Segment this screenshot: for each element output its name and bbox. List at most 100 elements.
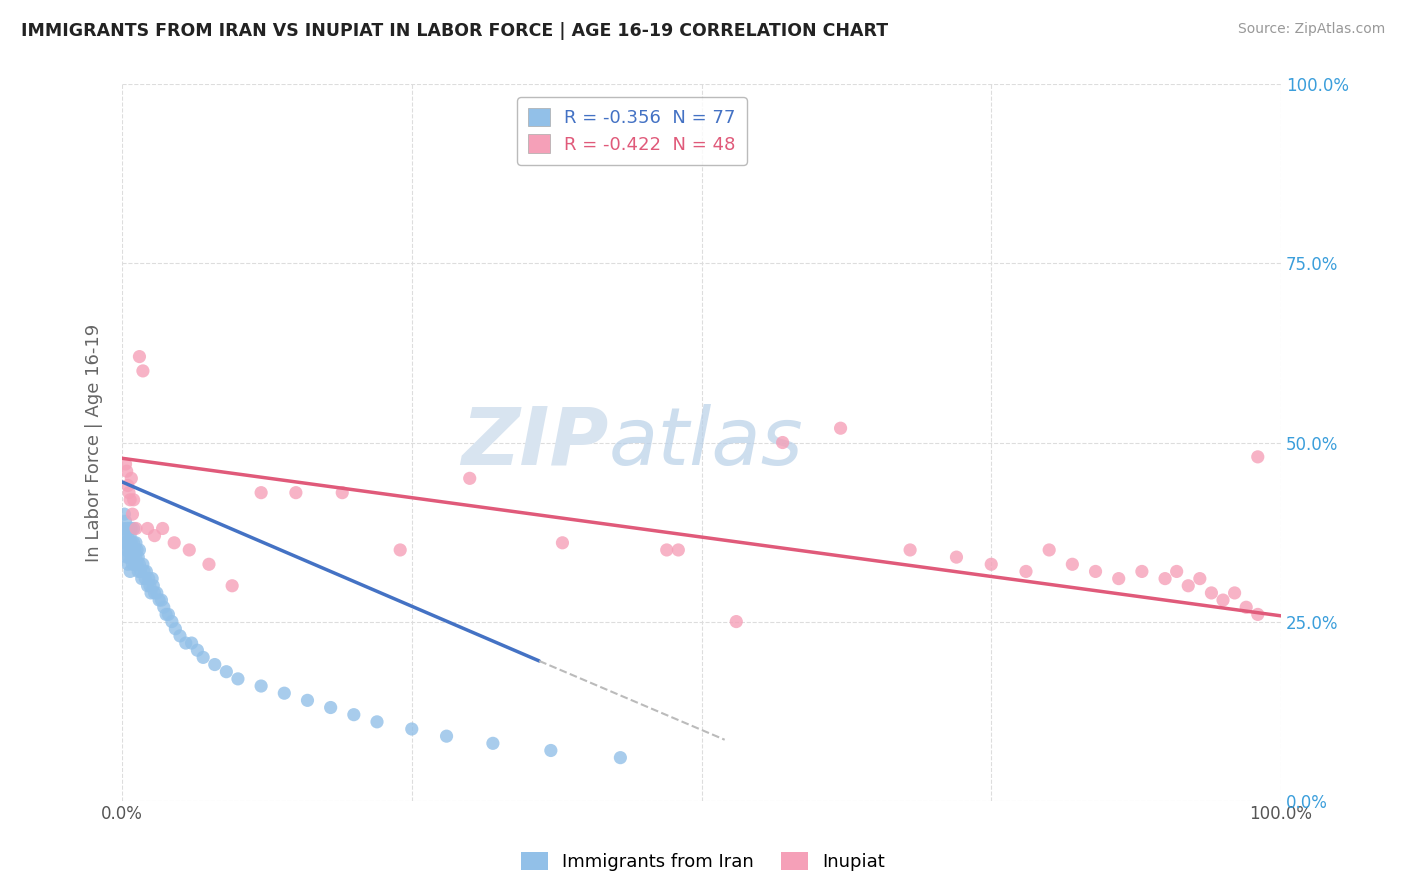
Point — [186, 643, 208, 657]
Point — [330, 485, 353, 500]
Point — [120, 528, 142, 542]
Point — [114, 457, 136, 471]
Point — [132, 558, 155, 572]
Point — [120, 492, 142, 507]
Point — [284, 485, 307, 500]
Point — [117, 558, 139, 572]
Point — [117, 536, 139, 550]
Point — [1154, 572, 1177, 586]
Point — [169, 629, 191, 643]
Point — [117, 528, 139, 542]
Point — [482, 736, 505, 750]
Text: atlas: atlas — [609, 403, 804, 482]
Point — [1223, 586, 1246, 600]
Point — [143, 528, 166, 542]
Point — [129, 565, 152, 579]
Point — [132, 364, 155, 378]
Point — [128, 558, 150, 572]
Point — [319, 700, 342, 714]
Point — [112, 521, 135, 535]
Point — [120, 543, 142, 558]
Point — [1247, 607, 1270, 622]
Point — [160, 615, 183, 629]
Point — [193, 650, 215, 665]
Point — [121, 507, 143, 521]
Point — [540, 743, 562, 757]
Point — [138, 572, 160, 586]
Point — [136, 579, 159, 593]
Point — [980, 558, 1002, 572]
Point — [157, 607, 180, 622]
Point — [141, 572, 163, 586]
Point — [1108, 572, 1130, 586]
Point — [1234, 600, 1257, 615]
Point — [198, 558, 221, 572]
Point — [121, 558, 143, 572]
Point — [1177, 579, 1199, 593]
Point — [125, 521, 148, 535]
Point — [725, 615, 748, 629]
Point — [152, 521, 174, 535]
Point — [273, 686, 295, 700]
Point — [366, 714, 388, 729]
Text: ZIP: ZIP — [461, 403, 609, 482]
Point — [122, 550, 145, 565]
Point — [114, 528, 136, 542]
Point — [655, 543, 678, 558]
Point — [132, 565, 155, 579]
Point — [142, 579, 165, 593]
Point — [114, 543, 136, 558]
Point — [134, 572, 156, 586]
Point — [250, 485, 273, 500]
Point — [124, 558, 146, 572]
Point — [118, 550, 141, 565]
Point — [117, 478, 139, 492]
Point — [118, 536, 141, 550]
Legend: R = -0.356  N = 77, R = -0.422  N = 48: R = -0.356 N = 77, R = -0.422 N = 48 — [517, 97, 747, 165]
Point — [127, 558, 149, 572]
Point — [120, 521, 142, 535]
Point — [343, 707, 366, 722]
Point — [120, 565, 142, 579]
Point — [174, 636, 197, 650]
Point — [1201, 586, 1223, 600]
Point — [1247, 450, 1270, 464]
Point — [128, 350, 150, 364]
Point — [180, 636, 202, 650]
Point — [666, 543, 689, 558]
Point — [150, 593, 173, 607]
Point — [389, 543, 412, 558]
Point — [128, 543, 150, 558]
Point — [152, 600, 174, 615]
Point — [1038, 543, 1060, 558]
Point — [1062, 558, 1084, 572]
Point — [163, 536, 186, 550]
Point — [112, 536, 135, 550]
Point — [127, 550, 149, 565]
Point — [127, 565, 149, 579]
Point — [122, 521, 145, 535]
Point — [135, 565, 157, 579]
Point — [772, 435, 794, 450]
Legend: Immigrants from Iran, Inupiat: Immigrants from Iran, Inupiat — [513, 845, 893, 879]
Point — [120, 471, 142, 485]
Y-axis label: In Labor Force | Age 16-19: In Labor Force | Age 16-19 — [86, 324, 103, 562]
Point — [112, 507, 135, 521]
Point — [1084, 565, 1107, 579]
Point — [1212, 593, 1234, 607]
Point — [115, 464, 138, 478]
Point — [458, 471, 481, 485]
Point — [139, 579, 162, 593]
Point — [115, 536, 138, 550]
Point — [898, 543, 921, 558]
Point — [1188, 572, 1211, 586]
Point — [118, 485, 141, 500]
Point — [120, 536, 142, 550]
Point — [1130, 565, 1153, 579]
Point — [226, 672, 249, 686]
Point — [1015, 565, 1038, 579]
Point — [148, 593, 170, 607]
Point — [401, 722, 423, 736]
Point — [436, 729, 458, 743]
Point — [120, 550, 142, 565]
